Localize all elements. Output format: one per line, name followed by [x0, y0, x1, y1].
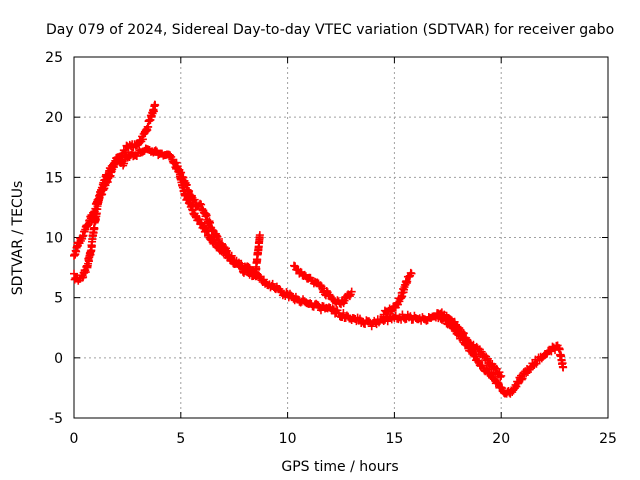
y-axis-label: SDTVAR / TECUs — [10, 181, 26, 296]
grid-lines — [74, 57, 608, 418]
data-point — [483, 354, 492, 363]
data-point — [496, 372, 505, 381]
x-tick-label: 10 — [279, 431, 297, 447]
data-point — [347, 287, 356, 296]
data-point — [197, 200, 206, 209]
data-point — [328, 304, 337, 313]
data-point — [493, 378, 502, 387]
data-point — [494, 379, 503, 388]
data-point — [221, 245, 230, 254]
data-point — [222, 246, 231, 255]
data-point — [138, 135, 147, 144]
chart-title: Day 079 of 2024, Sidereal Day-to-day VTE… — [46, 22, 614, 38]
y-tick-label: 5 — [54, 291, 63, 307]
data-point — [132, 152, 141, 161]
y-tick-label: 15 — [45, 170, 63, 186]
data-point — [255, 231, 264, 240]
x-axis-label: GPS time / hours — [281, 459, 398, 475]
y-tick-label: 0 — [54, 351, 63, 367]
data-point — [490, 364, 499, 373]
data-point — [436, 309, 445, 318]
data-point — [495, 368, 504, 377]
data-point — [151, 146, 160, 155]
data-point — [151, 101, 160, 110]
x-tick-label: 0 — [70, 431, 79, 447]
y-tick-label: -5 — [49, 411, 63, 427]
data-point — [190, 195, 199, 204]
data-point — [345, 292, 354, 301]
data-point — [559, 363, 568, 372]
data-point — [453, 322, 462, 331]
data-point — [227, 251, 236, 260]
y-tick-label: 25 — [45, 50, 63, 66]
data-point — [250, 270, 259, 279]
x-tick-label: 15 — [385, 431, 403, 447]
data-point — [518, 374, 527, 383]
data-point — [166, 151, 175, 160]
data-point — [407, 269, 416, 278]
data-point — [338, 297, 347, 306]
data-point — [121, 147, 130, 156]
data-point — [120, 159, 129, 168]
y-axis-ticks: -5 0 5 10 15 20 25 — [45, 50, 608, 427]
x-tick-label: 25 — [599, 431, 617, 447]
x-axis-ticks: 0 5 10 15 20 25 — [70, 57, 617, 447]
data-point — [497, 371, 506, 380]
x-tick-label: 20 — [492, 431, 510, 447]
x-tick-label: 5 — [176, 431, 185, 447]
data-points — [70, 100, 568, 398]
y-tick-label: 10 — [45, 231, 63, 247]
data-point — [282, 288, 291, 297]
y-tick-label: 20 — [45, 110, 63, 126]
